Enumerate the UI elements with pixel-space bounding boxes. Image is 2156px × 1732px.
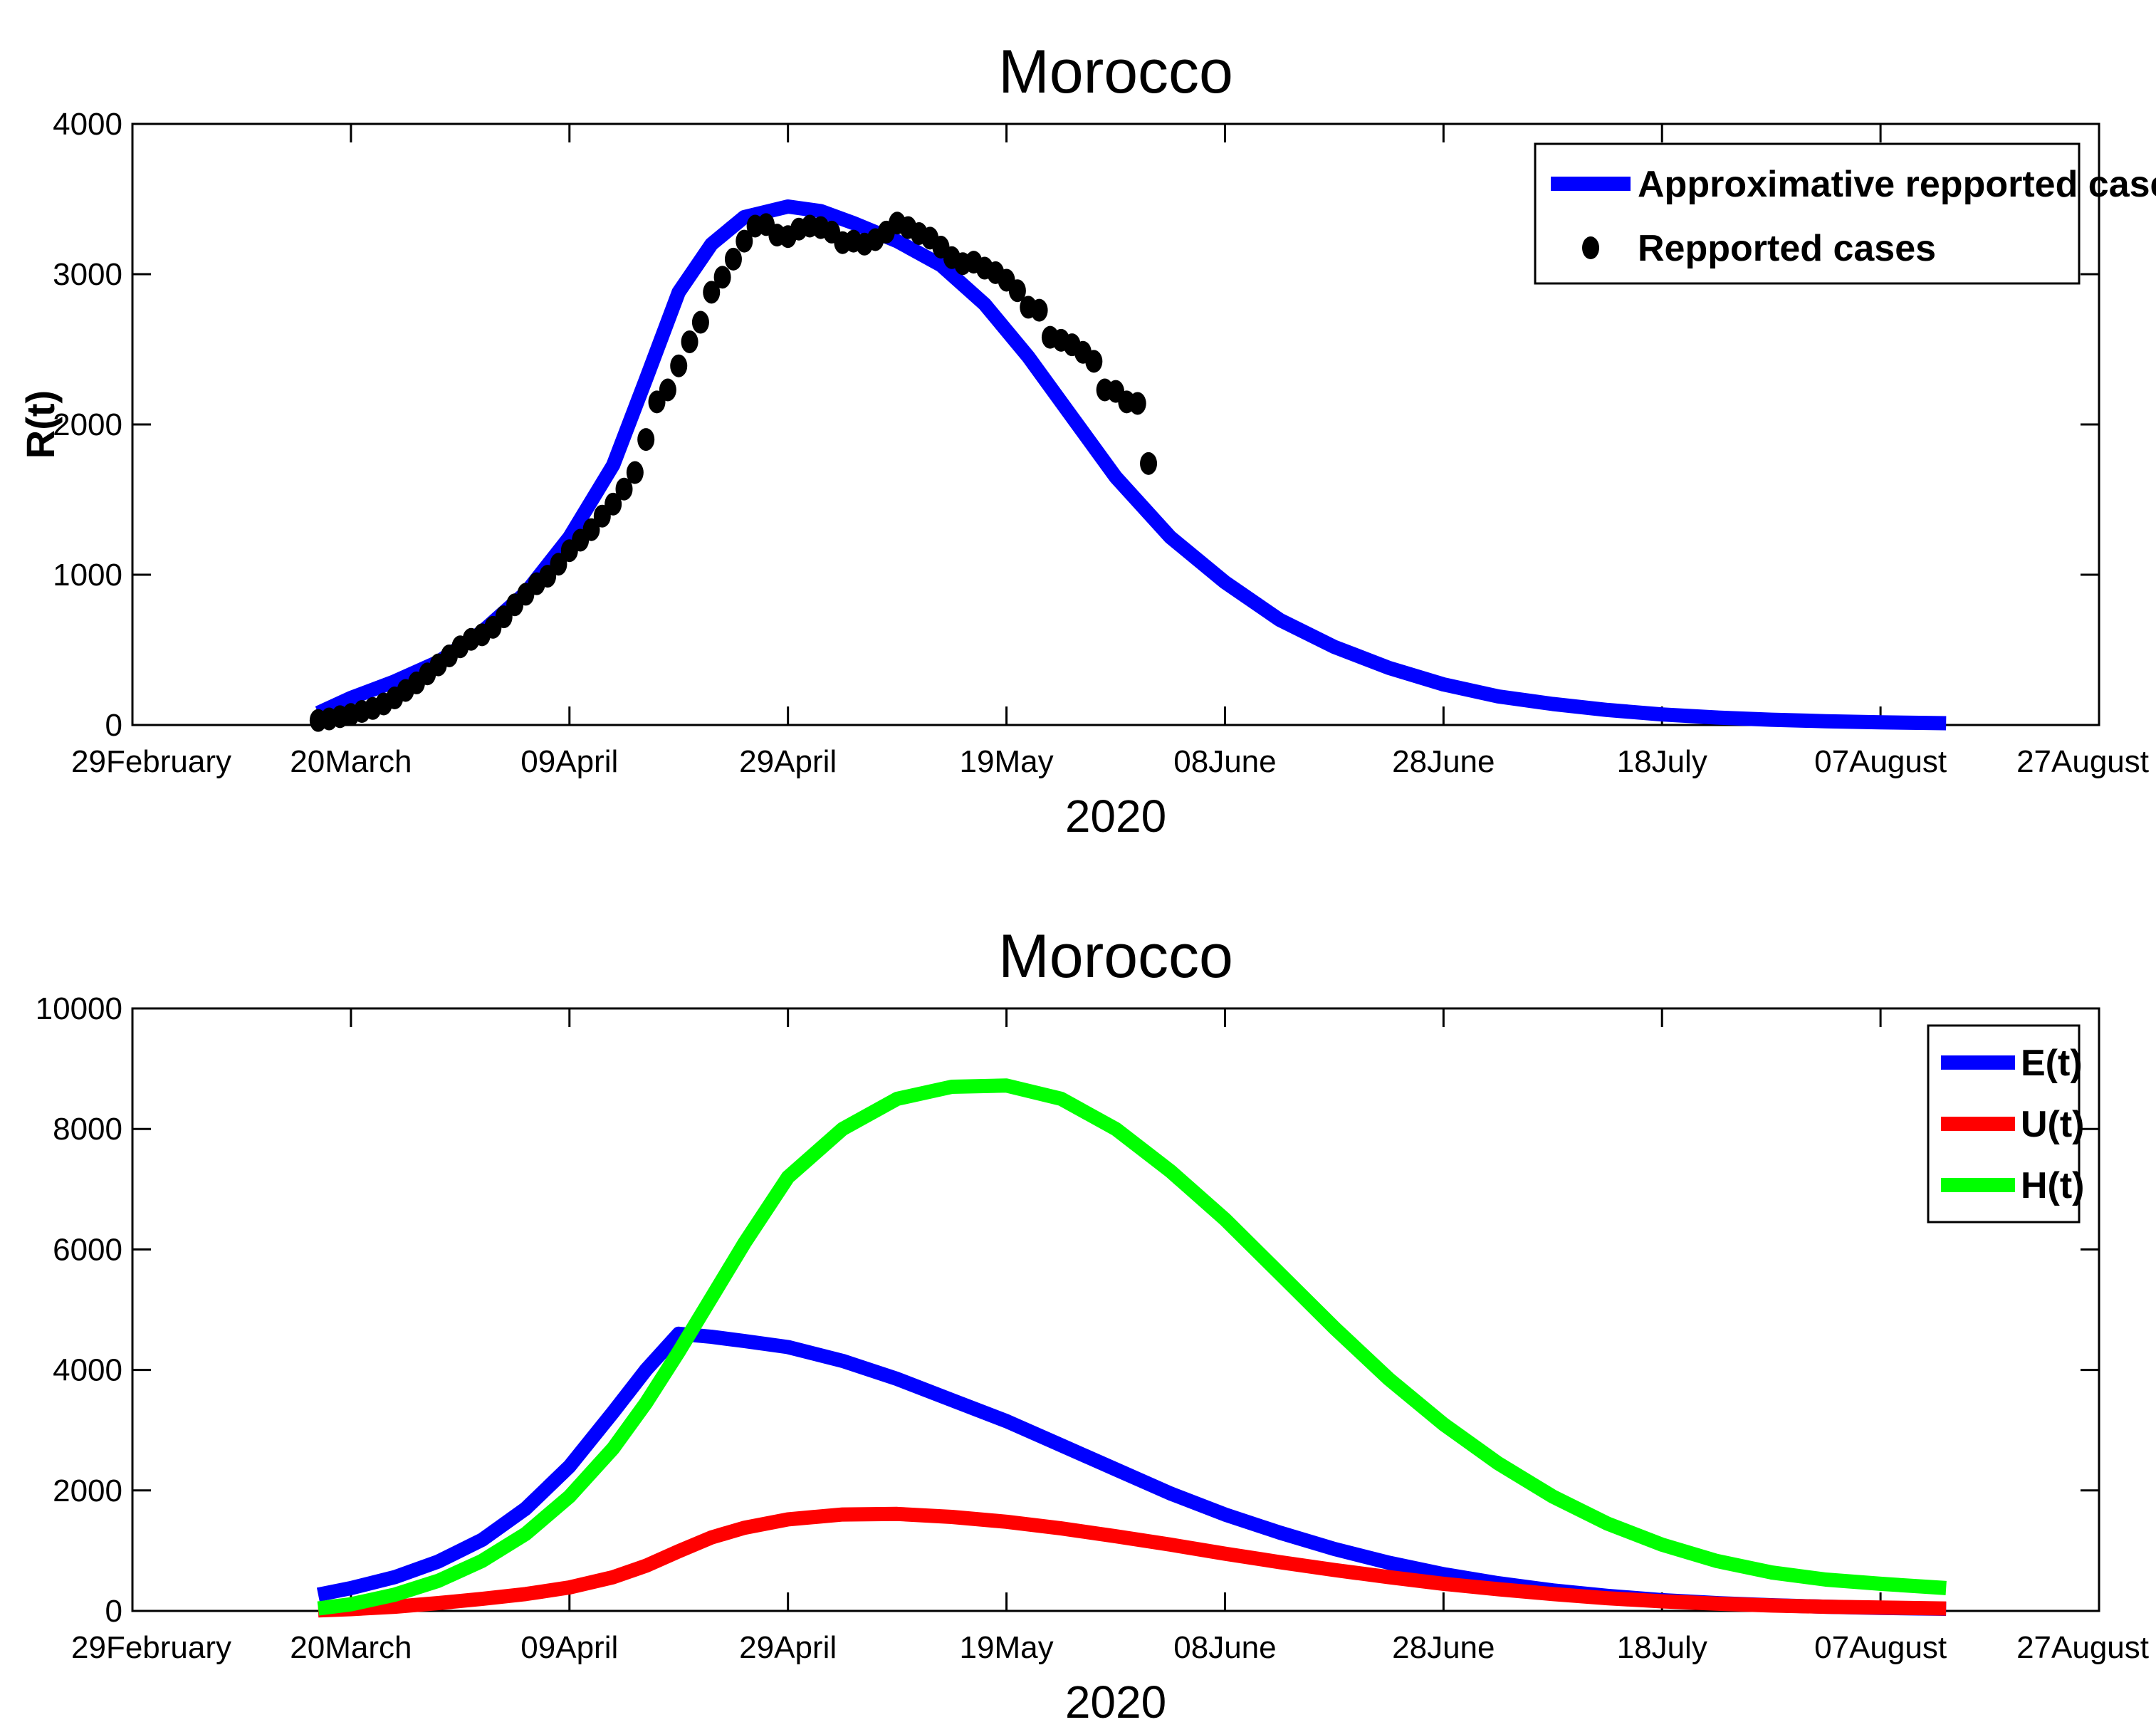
- legend-label: H(t): [2021, 1165, 2085, 1206]
- x-tick-label: 27August: [2016, 1630, 2149, 1665]
- x-axis-label: 2020: [1065, 791, 1166, 842]
- x-tick-label: 29April: [739, 1630, 837, 1665]
- data-point: [1085, 350, 1103, 373]
- x-tick-label: 19May: [960, 744, 1054, 779]
- x-tick-label: 09April: [520, 1630, 618, 1665]
- y-tick-label: 1000: [53, 558, 122, 593]
- data-point: [626, 461, 644, 484]
- data-point: [724, 247, 742, 271]
- x-tick-label: 20March: [290, 1630, 412, 1665]
- x-tick-label: 19May: [960, 1630, 1054, 1665]
- data-point: [670, 354, 688, 377]
- y-tick-label: 0: [105, 708, 122, 743]
- data-point: [681, 330, 698, 353]
- chart-title: Morocco: [998, 922, 1233, 991]
- chart-2: Morocco 0 2000 4000 6000 8000 10000 29February 2…: [36, 922, 2149, 1728]
- x-tick-label: 29February: [71, 744, 231, 779]
- x-tick-label: 18July: [1617, 1630, 1707, 1665]
- data-point: [691, 311, 709, 334]
- chart-1: Morocco 0 1000 2000 3000 4000 29February 20Marc…: [18, 38, 2156, 842]
- series-line-3: [317, 1078, 1947, 1616]
- legend-swatch: [1582, 236, 1599, 259]
- y-tick-label: 8000: [53, 1112, 122, 1147]
- x-tick-label: 08June: [1173, 1630, 1276, 1665]
- data-point: [1008, 279, 1026, 303]
- x-tick-label: 29February: [71, 1630, 231, 1665]
- data-point: [550, 553, 567, 576]
- legend-label: Approximative repported cases: [1638, 164, 2156, 205]
- y-tick-label: 3000: [53, 257, 122, 292]
- data-point: [713, 266, 731, 289]
- y-tick-label: 2000: [53, 1473, 122, 1508]
- y-tick-label: 4000: [53, 107, 122, 142]
- x-tick-label: 27August: [2016, 744, 2149, 779]
- x-tick-label: 18July: [1617, 744, 1707, 779]
- data-point: [659, 378, 676, 402]
- y-tick-label: 2000: [53, 407, 122, 442]
- series-line-2: [318, 1506, 1947, 1618]
- x-tick-label: 28June: [1392, 744, 1495, 779]
- x-axis-label: 2020: [1065, 1676, 1166, 1728]
- x-tick-label: 07August: [1814, 1630, 1947, 1665]
- x-tick-label: 28June: [1392, 1630, 1495, 1665]
- x-tick-label: 20March: [290, 744, 412, 779]
- y-tick-label: 4000: [53, 1353, 122, 1388]
- y-tick-label: 10000: [36, 991, 122, 1026]
- y-axis-label: R(t): [18, 390, 63, 459]
- chart-title: Morocco: [998, 38, 1233, 106]
- series-line-1: [316, 1326, 1947, 1616]
- data-point: [615, 477, 633, 501]
- x-tick-label: 09April: [520, 744, 618, 779]
- data-point: [582, 518, 600, 541]
- legend-box: [1534, 142, 2081, 285]
- data-point: [1030, 298, 1048, 322]
- plot-area: [131, 1007, 2100, 1612]
- x-tick-label: 29April: [739, 744, 837, 779]
- y-tick-label: 6000: [53, 1232, 122, 1267]
- legend: Approximative repported cases Repported c…: [1534, 142, 2156, 285]
- data-point: [605, 492, 622, 516]
- x-tick-label: 08June: [1173, 744, 1276, 779]
- legend-label: Repported cases: [1638, 228, 1936, 269]
- legend-label: U(t): [2021, 1104, 2085, 1145]
- y-tick-label: 0: [105, 1594, 122, 1629]
- x-tick-label: 07August: [1814, 744, 1947, 779]
- legend: E(t) U(t) H(t): [1927, 1024, 2085, 1224]
- data-point: [1129, 392, 1146, 415]
- data-point: [637, 428, 655, 452]
- legend-label: E(t): [2021, 1043, 2083, 1084]
- data-point: [1140, 452, 1158, 475]
- data-point: [703, 281, 721, 304]
- data-point: [736, 229, 753, 253]
